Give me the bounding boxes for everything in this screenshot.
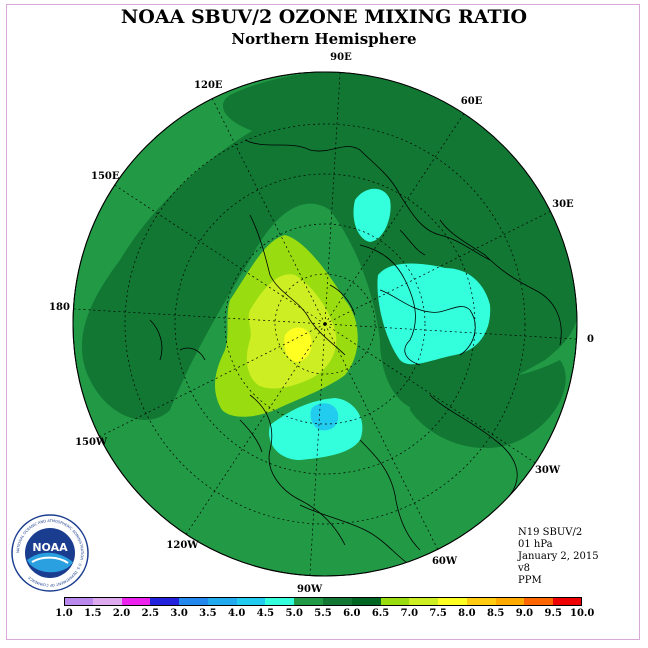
longitude-label: 30E bbox=[552, 199, 574, 211]
info-level: 01 hPa bbox=[518, 539, 553, 550]
info-panel: N19 SBUV/2 01 hPa January 2, 2015 v8 PPM bbox=[518, 527, 599, 587]
colorbar-label: 2.0 bbox=[112, 608, 131, 619]
meridian-line bbox=[114, 184, 326, 325]
meridian-line bbox=[324, 323, 438, 550]
meridian-line bbox=[212, 98, 326, 325]
region-bright-yellow bbox=[284, 327, 312, 362]
longitude-label: 60W bbox=[431, 555, 458, 567]
colorbar-label: 6.5 bbox=[371, 608, 390, 619]
colorbar-swatch bbox=[265, 597, 295, 606]
meridian-line bbox=[324, 113, 465, 325]
region-cyan-north-america bbox=[269, 398, 363, 460]
info-version: v8 bbox=[518, 563, 531, 574]
colorbar-label: 3.5 bbox=[199, 608, 217, 619]
colorbar-swatch bbox=[179, 597, 209, 606]
colorbar-label: 7.0 bbox=[400, 608, 419, 619]
colorbar-swatch bbox=[495, 597, 525, 606]
region-cyan-europe bbox=[377, 263, 491, 365]
colorbar-swatch bbox=[64, 597, 94, 606]
colorbar-label: 6.0 bbox=[343, 608, 361, 619]
colorbar-swatch bbox=[438, 597, 468, 606]
colorbar-swatch bbox=[466, 597, 497, 606]
colorbar-label: 7.5 bbox=[429, 608, 447, 619]
meridians bbox=[73, 72, 577, 576]
colorbar-label: 1.5 bbox=[84, 608, 102, 619]
colorbar-swatch bbox=[323, 597, 353, 606]
info-date: January 2, 2015 bbox=[518, 551, 599, 562]
colorbar-swatch bbox=[121, 597, 151, 606]
longitude-label: 150E bbox=[91, 171, 120, 183]
longitude-label: 30W bbox=[534, 464, 561, 476]
meridian-line bbox=[324, 211, 551, 325]
colorbar-swatch bbox=[150, 597, 180, 606]
meridian-line bbox=[324, 323, 577, 340]
graticule bbox=[124, 123, 526, 525]
colorbar-label: 2.5 bbox=[141, 608, 160, 619]
colorbar-swatch bbox=[207, 597, 238, 606]
contour-fields bbox=[82, 72, 577, 460]
longitude-label: 0 bbox=[587, 333, 594, 345]
page-subtitle: Northern Hemisphere bbox=[231, 30, 417, 48]
colorbar-swatch bbox=[351, 597, 382, 606]
region-cyan-siberia bbox=[353, 188, 391, 242]
colorbar-label: 8.5 bbox=[486, 608, 505, 619]
colorbar-swatch bbox=[92, 597, 123, 606]
region-dark-green-top bbox=[223, 72, 426, 136]
colorbar-label: 4.5 bbox=[256, 608, 275, 619]
meridian-line bbox=[324, 323, 536, 464]
meridian-line bbox=[309, 323, 326, 576]
colorbar-label: 10.0 bbox=[570, 608, 595, 619]
longitude-label: 120E bbox=[194, 80, 223, 92]
colorbar-swatch bbox=[236, 597, 266, 606]
page-title: NOAA SBUV/2 OZONE MIXING RATIO bbox=[120, 6, 528, 28]
colorbar-border bbox=[64, 597, 582, 606]
info-units: PPM bbox=[518, 575, 542, 586]
meridian-line bbox=[99, 323, 326, 437]
longitude-label: 120W bbox=[166, 539, 199, 551]
longitude-label: 180 bbox=[49, 302, 70, 314]
colorbar-swatch bbox=[553, 597, 583, 606]
colorbar-label: 5.0 bbox=[285, 608, 303, 619]
longitude-label: 60E bbox=[460, 96, 483, 108]
colorbar-label: 9.5 bbox=[544, 608, 562, 619]
info-satellite: N19 SBUV/2 bbox=[518, 527, 583, 538]
longitude-label: 150W bbox=[75, 436, 108, 448]
colorbar-label: 4.0 bbox=[227, 608, 246, 619]
colorbar-swatch bbox=[524, 597, 554, 606]
colorbar-label: 1.0 bbox=[55, 608, 73, 619]
meridian-line bbox=[185, 323, 326, 535]
colorbar-swatch bbox=[294, 597, 324, 606]
logo-noaa-text: NOAA bbox=[32, 541, 68, 554]
colorbar-swatch bbox=[380, 597, 410, 606]
colorbar-swatch bbox=[409, 597, 439, 606]
colorbar-label: 9.0 bbox=[515, 608, 534, 619]
colorbar-label: 8.0 bbox=[458, 608, 476, 619]
colorbar-label: 3.0 bbox=[170, 608, 188, 619]
longitude-label: 90E bbox=[330, 52, 352, 64]
colorbar-label: 5.5 bbox=[314, 608, 332, 619]
longitude-label: 90W bbox=[297, 583, 323, 595]
meridian-line bbox=[73, 308, 326, 325]
region-dark-green-right bbox=[410, 360, 566, 449]
meridian-line bbox=[324, 72, 341, 325]
